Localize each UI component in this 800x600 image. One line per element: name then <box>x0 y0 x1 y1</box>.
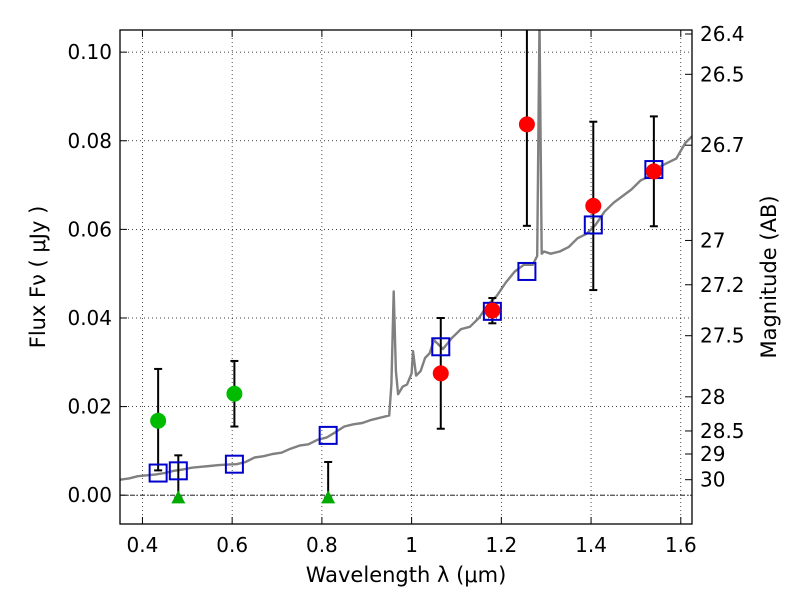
mag-tick-label: 26.5 <box>700 62 745 86</box>
y-tick-label: 0.08 <box>67 129 112 153</box>
upper-limit-triangle <box>321 490 336 504</box>
model-square-point <box>148 463 168 483</box>
observed-red-point <box>432 365 449 382</box>
x-tick-label: 1.2 <box>485 533 517 557</box>
x-tick-label: 0.6 <box>216 533 248 557</box>
y-tick-label: 0.06 <box>67 217 112 241</box>
observed-green-point <box>226 385 243 402</box>
grid-lines <box>120 30 692 524</box>
x-tick-label: 0.8 <box>306 533 338 557</box>
x-tick-label: 0.4 <box>127 533 159 557</box>
model-square-point <box>431 337 451 357</box>
model-square-point <box>224 454 244 474</box>
x-axis-label: Wavelength λ (μm) <box>306 563 507 587</box>
mag-tick-label: 27.5 <box>700 324 745 348</box>
mag-tick-label: 26.7 <box>700 133 745 157</box>
mag-tick-label: 30 <box>700 468 725 492</box>
spectrum-series <box>120 30 692 481</box>
mag-tick-label: 27.2 <box>700 273 745 297</box>
x-tick-label: 1 <box>405 533 418 557</box>
observed-red-point <box>645 163 662 180</box>
model-square-point <box>583 215 603 235</box>
y-tick-label: 0.02 <box>67 395 112 419</box>
plot-frame <box>119 29 693 525</box>
data-markers <box>148 116 664 504</box>
mag-tick-label: 29 <box>700 442 725 466</box>
observed-red-point <box>518 116 535 133</box>
right-axis-label: Magnitude (AB) <box>757 195 781 358</box>
model-square-point <box>168 461 188 481</box>
model-spectrum-line <box>120 30 692 481</box>
y-tick-label: 0.04 <box>67 306 112 330</box>
x-tick-label: 1.6 <box>665 533 697 557</box>
mag-tick-label: 28 <box>700 385 725 409</box>
error-bars <box>154 30 658 499</box>
axis-ticks: 0.4 0.6 0.8 1 1.2 1.4 1.6 0.00 0.02 0.04 0.06 0.08 0… <box>67 22 744 557</box>
observed-red-point <box>585 197 602 214</box>
model-square-point <box>318 425 338 445</box>
upper-limit-triangle <box>171 490 186 504</box>
y-axis-label: Flux Fν ( μJy ) <box>26 206 50 349</box>
mag-tick-label: 26.4 <box>700 22 745 46</box>
mag-tick-label: 27 <box>700 228 725 252</box>
model-square-point <box>517 261 537 281</box>
observed-red-point <box>484 302 501 319</box>
observed-green-point <box>150 412 167 429</box>
x-tick-label: 1.4 <box>575 533 607 557</box>
y-tick-label: 0.00 <box>67 483 112 507</box>
y-tick-label: 0.10 <box>67 40 112 64</box>
mag-tick-label: 28.5 <box>700 419 745 443</box>
